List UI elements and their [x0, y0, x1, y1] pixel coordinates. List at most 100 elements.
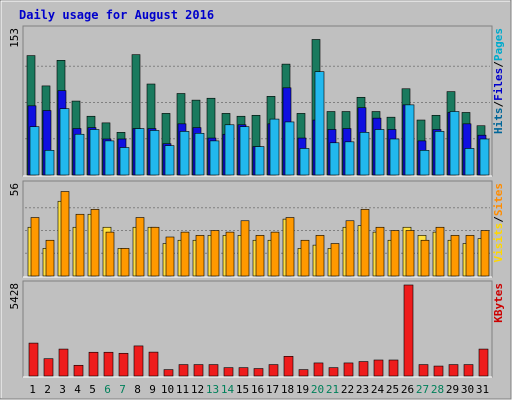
bar-kbytes-kbytes-day-20	[313, 362, 324, 377]
panel-kbytes-ymax-label: 5428	[8, 283, 21, 310]
bar-kbytes-kbytes-day-12	[193, 364, 204, 377]
x-tick-label-day-11: 11	[176, 383, 189, 396]
panel-kbytes-frame	[22, 280, 493, 378]
bar-kbytes-kbytes-day-17	[268, 364, 279, 377]
bar-visits-sites-day-11	[180, 231, 190, 277]
bar-kbytes-kbytes-day-8	[133, 345, 144, 377]
bar-visits-sites-day-4	[75, 213, 85, 277]
x-tick-label-day-15: 15	[236, 383, 249, 396]
bar-visits-sites-day-24	[375, 226, 385, 277]
bar-hits-pages-day-10	[164, 145, 175, 176]
bar-hits-pages-day-22	[344, 141, 355, 176]
bar-visits-sites-day-7	[120, 248, 130, 277]
bar-kbytes-kbytes-day-25	[388, 359, 399, 377]
bar-hits-pages-day-30	[464, 148, 475, 176]
bar-kbytes-kbytes-day-24	[373, 359, 384, 377]
bar-visits-sites-day-13	[210, 230, 220, 277]
bar-hits-pages-day-12	[194, 133, 205, 176]
x-tick-label-day-30: 30	[461, 383, 474, 396]
bar-visits-sites-day-29	[450, 235, 460, 277]
bar-hits-pages-day-7	[119, 147, 130, 176]
bar-visits-sites-day-19	[300, 239, 310, 277]
legend-separator: /	[492, 101, 505, 108]
bar-kbytes-kbytes-day-6	[103, 351, 114, 377]
panel-hits-legend: Hits/Files/Pages	[492, 28, 505, 134]
bar-visits-sites-day-25	[390, 230, 400, 277]
bar-hits-pages-day-31	[479, 138, 490, 176]
bar-visits-sites-day-1	[30, 217, 40, 277]
bar-hits-pages-day-25	[389, 138, 400, 176]
bar-kbytes-kbytes-day-3	[58, 348, 69, 377]
x-tick-label-day-8: 8	[134, 383, 141, 396]
bar-kbytes-kbytes-day-19	[298, 369, 309, 377]
panel-kbytes: 5428 KBytes	[8, 280, 505, 378]
bar-visits-sites-day-3	[60, 191, 70, 277]
bar-hits-pages-day-6	[104, 140, 115, 176]
chart-title: Daily usage for August 2016	[19, 8, 214, 22]
bar-kbytes-kbytes-day-4	[73, 364, 84, 377]
bar-kbytes-kbytes-day-28	[433, 365, 444, 377]
bar-kbytes-kbytes-day-30	[463, 364, 474, 377]
x-tick-label-day-31: 31	[476, 383, 489, 396]
bar-hits-pages-day-21	[329, 142, 340, 176]
bar-hits-pages-day-9	[149, 130, 160, 176]
bar-kbytes-kbytes-day-22	[343, 362, 354, 377]
x-tick-label-day-20: 20	[311, 383, 324, 396]
bar-kbytes-kbytes-day-31	[478, 348, 489, 377]
x-tick-label-day-21: 21	[326, 383, 339, 396]
bar-visits-sites-day-15	[240, 220, 250, 277]
bar-kbytes-kbytes-day-16	[253, 368, 264, 377]
x-tick-label-day-25: 25	[386, 383, 399, 396]
bar-visits-sites-day-30	[465, 235, 475, 277]
bar-kbytes-kbytes-day-27	[418, 364, 429, 377]
bar-visits-sites-day-18	[285, 217, 295, 277]
bar-hits-pages-day-28	[434, 131, 445, 176]
x-tick-label-day-23: 23	[356, 383, 369, 396]
x-tick-label-day-9: 9	[149, 383, 156, 396]
x-tick-label-day-28: 28	[431, 383, 444, 396]
bar-hits-pages-day-19	[299, 148, 310, 176]
legend-pages: Pages	[492, 28, 505, 61]
bar-visits-sites-day-12	[195, 235, 205, 277]
bar-hits-pages-day-24	[374, 129, 385, 176]
bar-hits-pages-day-13	[209, 140, 220, 176]
bar-hits-pages-day-18	[284, 121, 295, 176]
bar-visits-sites-day-22	[345, 220, 355, 277]
x-tick-label-day-29: 29	[446, 383, 459, 396]
x-tick-label-day-5: 5	[89, 383, 96, 396]
bar-visits-sites-day-9	[150, 226, 160, 277]
bar-visits-sites-day-20	[315, 235, 325, 277]
x-tick-label-day-14: 14	[221, 383, 235, 396]
bar-visits-sites-day-8	[135, 217, 145, 277]
x-tick-label-day-10: 10	[161, 383, 174, 396]
bar-hits-pages-day-20	[314, 71, 325, 176]
bar-hits-pages-day-8	[134, 128, 145, 176]
legend-separator: /	[492, 216, 505, 223]
bar-kbytes-kbytes-day-9	[148, 351, 159, 377]
legend-sites: Sites	[492, 183, 505, 216]
legend-visits: Visits	[492, 223, 505, 263]
bar-hits-pages-day-4	[74, 133, 85, 176]
x-tick-label-day-3: 3	[59, 383, 66, 396]
bar-visits-sites-day-31	[480, 230, 490, 277]
bar-kbytes-kbytes-day-10	[163, 369, 174, 377]
bar-visits-sites-day-23	[360, 209, 370, 277]
x-axis-labels: 1 2 3 4 5 6 7 8 9 10 11 12 13 14 15 16 17 18 19 20 21 22 23 24 2…	[29, 383, 489, 396]
bar-visits-sites-day-21	[330, 243, 340, 277]
bar-kbytes-kbytes-day-21	[328, 367, 339, 377]
x-tick-label-day-6: 6	[104, 383, 111, 396]
panel-visits: 56 Visits/Sites	[8, 180, 505, 278]
bar-kbytes-kbytes-day-11	[178, 364, 189, 377]
bar-kbytes-kbytes-day-1	[28, 342, 39, 377]
x-tick-label-day-18: 18	[281, 383, 294, 396]
bar-kbytes-kbytes-day-5	[88, 351, 99, 377]
bar-hits-pages-day-17	[269, 118, 280, 176]
bar-hits-pages-day-15	[239, 126, 250, 176]
bar-kbytes-kbytes-day-13	[208, 364, 219, 377]
panel-kbytes-legend: KBytes	[492, 283, 505, 323]
bar-kbytes-kbytes-day-15	[238, 367, 249, 377]
bar-hits-pages-day-16	[254, 146, 265, 176]
bar-hits-pages-day-23	[359, 132, 370, 176]
bar-kbytes-kbytes-day-2	[43, 358, 54, 377]
